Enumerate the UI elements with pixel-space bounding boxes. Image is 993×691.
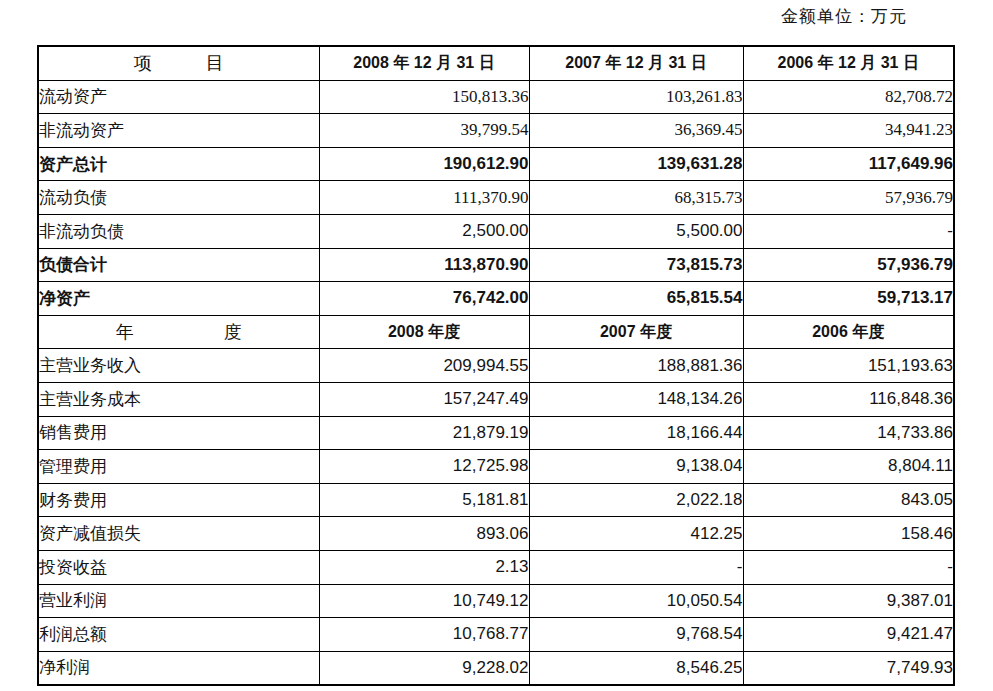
- table-row: 投资收益2.13--: [38, 550, 954, 584]
- table-row: 主营业务成本157,247.49148,134.26116,848.36: [38, 382, 954, 416]
- row-label: 投资收益: [38, 550, 319, 584]
- cell-value: 843.05: [743, 483, 954, 517]
- cell-value: 148,134.26: [529, 382, 743, 416]
- cell-value: 82,708.72: [743, 80, 954, 114]
- cell-value: 7,749.93: [743, 651, 954, 685]
- table-row: 资产总计190,612.90139,631.28117,649.96: [38, 147, 954, 181]
- table-row: 净利润9,228.028,546.257,749.93: [38, 651, 954, 685]
- cell-value: 157,247.49: [319, 382, 529, 416]
- table-body: 项 目2008 年 12 月 31 日2007 年 12 月 31 日2006 …: [38, 46, 954, 685]
- cell-value: 188,881.36: [529, 349, 743, 383]
- table-row: 销售费用21,879.1918,166.4414,733.86: [38, 416, 954, 450]
- row-label: 负债合计: [38, 248, 319, 282]
- cell-value: 150,813.36: [319, 80, 529, 114]
- table-row: 利润总额10,768.779,768.549,421.47: [38, 618, 954, 652]
- cell-value: 34,941.23: [743, 114, 954, 148]
- section-header-period-label: 2008 年 12 月 31 日: [319, 46, 529, 80]
- cell-value: 893.06: [319, 517, 529, 551]
- section-header-item-label: 年 度: [38, 315, 319, 349]
- table-row: 财务费用5,181.812,022.18843.05: [38, 483, 954, 517]
- row-label: 利润总额: [38, 618, 319, 652]
- row-label: 财务费用: [38, 483, 319, 517]
- table-row: 非流动负债2,500.005,500.00-: [38, 214, 954, 248]
- row-label: 资产总计: [38, 147, 319, 181]
- table-row: 流动资产150,813.36103,261.8382,708.72: [38, 80, 954, 114]
- cell-value: 9,138.04: [529, 450, 743, 484]
- row-label: 净利润: [38, 651, 319, 685]
- table-row: 营业利润10,749.1210,050.549,387.01: [38, 584, 954, 618]
- table-row: 非流动资产39,799.5436,369.4534,941.23: [38, 114, 954, 148]
- cell-value: 2,022.18: [529, 483, 743, 517]
- row-label: 流动负债: [38, 181, 319, 215]
- row-label: 流动资产: [38, 80, 319, 114]
- row-label: 非流动资产: [38, 114, 319, 148]
- cell-value: 21,879.19: [319, 416, 529, 450]
- cell-value: 8,804.11: [743, 450, 954, 484]
- row-label: 非流动负债: [38, 214, 319, 248]
- section-header-period-label: 2007 年 12 月 31 日: [529, 46, 743, 80]
- cell-value: 9,228.02: [319, 651, 529, 685]
- cell-value: 151,193.63: [743, 349, 954, 383]
- cell-value: 103,261.83: [529, 80, 743, 114]
- cell-value: 8,546.25: [529, 651, 743, 685]
- table-row: 流动负债111,370.9068,315.7357,936.79: [38, 181, 954, 215]
- cell-value: 65,815.54: [529, 282, 743, 316]
- cell-value: 5,181.81: [319, 483, 529, 517]
- section-header-row: 年 度2008 年度2007 年度2006 年度: [38, 315, 954, 349]
- cell-value: 39,799.54: [319, 114, 529, 148]
- cell-value: 209,994.55: [319, 349, 529, 383]
- section-header-period-label: 2007 年度: [529, 315, 743, 349]
- cell-value: 36,369.45: [529, 114, 743, 148]
- cell-value: 14,733.86: [743, 416, 954, 450]
- financial-statement-table: 项 目2008 年 12 月 31 日2007 年 12 月 31 日2006 …: [37, 45, 955, 686]
- cell-value: -: [743, 550, 954, 584]
- row-label: 资产减值损失: [38, 517, 319, 551]
- section-header-row: 项 目2008 年 12 月 31 日2007 年 12 月 31 日2006 …: [38, 46, 954, 80]
- cell-value: 59,713.17: [743, 282, 954, 316]
- cell-value: 5,500.00: [529, 214, 743, 248]
- section-header-item-label: 项 目: [38, 46, 319, 80]
- section-header-period-label: 2008 年度: [319, 315, 529, 349]
- cell-value: 57,936.79: [743, 248, 954, 282]
- cell-value: -: [743, 214, 954, 248]
- cell-value: 12,725.98: [319, 450, 529, 484]
- scanned-financial-statement-page: { "unit_label": "金额单位：万元", "table": { "s…: [0, 0, 993, 691]
- table-row: 负债合计113,870.9073,815.7357,936.79: [38, 248, 954, 282]
- cell-value: 73,815.73: [529, 248, 743, 282]
- cell-value: 18,166.44: [529, 416, 743, 450]
- cell-value: 9,387.01: [743, 584, 954, 618]
- cell-value: 9,768.54: [529, 618, 743, 652]
- cell-value: 111,370.90: [319, 181, 529, 215]
- cell-value: 117,649.96: [743, 147, 954, 181]
- cell-value: 116,848.36: [743, 382, 954, 416]
- section-header-period-label: 2006 年 12 月 31 日: [743, 46, 954, 80]
- row-label: 净资产: [38, 282, 319, 316]
- table-row: 净资产76,742.0065,815.5459,713.17: [38, 282, 954, 316]
- cell-value: 190,612.90: [319, 147, 529, 181]
- table-row: 主营业务收入209,994.55188,881.36151,193.63: [38, 349, 954, 383]
- row-label: 主营业务成本: [38, 382, 319, 416]
- cell-value: 158.46: [743, 517, 954, 551]
- row-label: 营业利润: [38, 584, 319, 618]
- cell-value: 412.25: [529, 517, 743, 551]
- row-label: 主营业务收入: [38, 349, 319, 383]
- cell-value: 139,631.28: [529, 147, 743, 181]
- cell-value: 68,315.73: [529, 181, 743, 215]
- cell-value: 9,421.47: [743, 618, 954, 652]
- cell-value: 2.13: [319, 550, 529, 584]
- cell-value: 57,936.79: [743, 181, 954, 215]
- cell-value: 10,749.12: [319, 584, 529, 618]
- cell-value: 76,742.00: [319, 282, 529, 316]
- cell-value: 10,768.77: [319, 618, 529, 652]
- table-row: 管理费用12,725.989,138.048,804.11: [38, 450, 954, 484]
- amount-unit-label: 金额单位：万元: [781, 5, 907, 28]
- cell-value: 113,870.90: [319, 248, 529, 282]
- row-label: 管理费用: [38, 450, 319, 484]
- section-header-period-label: 2006 年度: [743, 315, 954, 349]
- cell-value: 10,050.54: [529, 584, 743, 618]
- table-row: 资产减值损失893.06412.25158.46: [38, 517, 954, 551]
- cell-value: -: [529, 550, 743, 584]
- cell-value: 2,500.00: [319, 214, 529, 248]
- row-label: 销售费用: [38, 416, 319, 450]
